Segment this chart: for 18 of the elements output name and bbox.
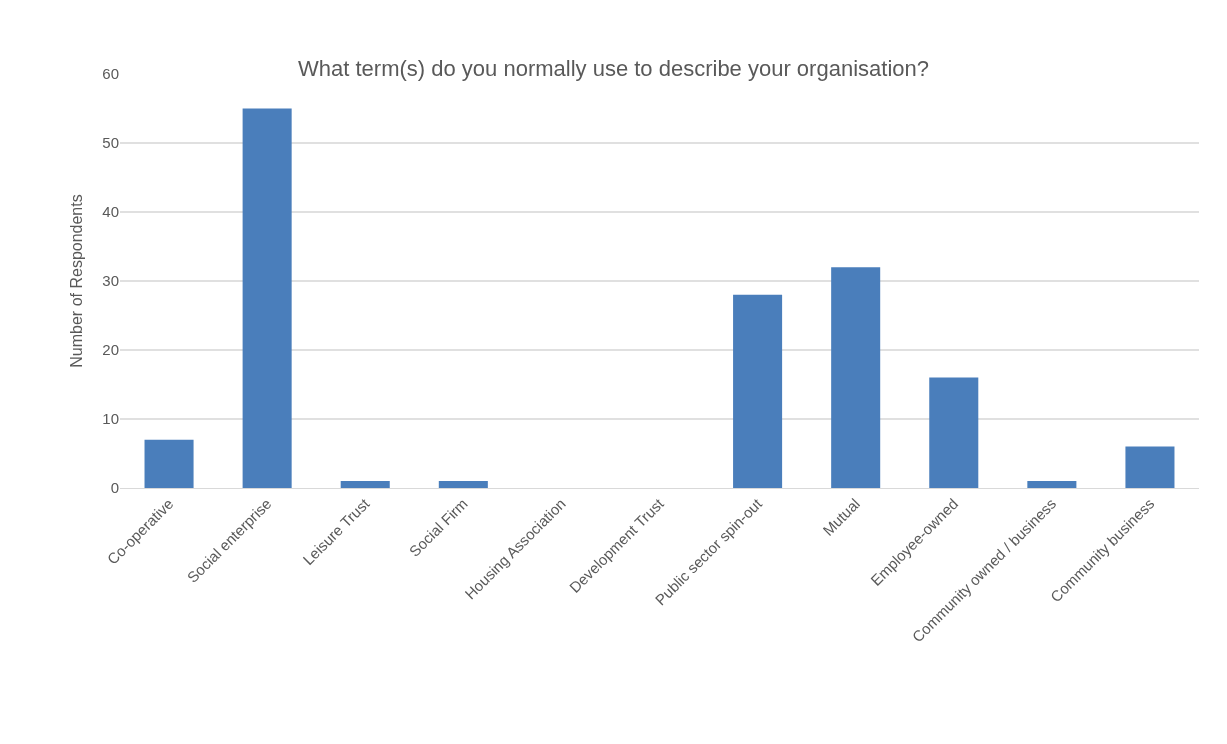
y-tick-label: 60 [102, 65, 119, 83]
y-tick-label: 10 [102, 410, 119, 428]
bar [340, 481, 390, 488]
bar [242, 108, 292, 488]
y-axis-title: Number of Respondents [68, 194, 86, 368]
bar [929, 377, 979, 488]
bar [733, 294, 783, 488]
y-tick-label: 0 [110, 479, 119, 497]
bar [1125, 446, 1175, 488]
bar [1027, 481, 1077, 488]
bar [144, 439, 194, 488]
y-tick-label: 50 [102, 134, 119, 152]
bar [438, 481, 488, 488]
y-tick-label: 20 [102, 341, 119, 359]
bar [831, 267, 881, 488]
y-tick-label: 40 [102, 203, 119, 221]
y-tick-label: 30 [102, 272, 119, 290]
chart-title: What term(s) do you normally use to describe your organisation? [298, 55, 929, 81]
